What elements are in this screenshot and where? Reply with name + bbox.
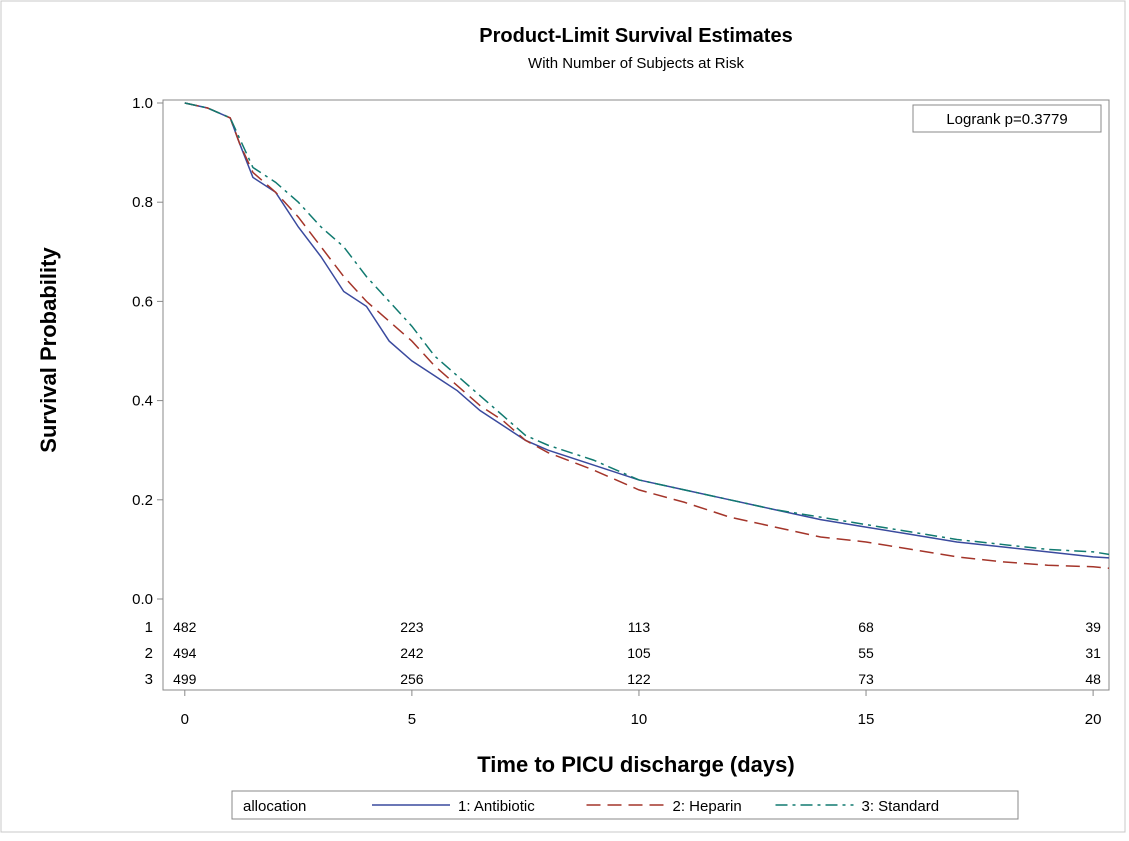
y-axis-label: Survival Probability [36, 247, 61, 453]
legend-label: 2: Heparin [673, 798, 742, 815]
x-tick-label: 5 [408, 711, 416, 728]
x-tick-label: 0 [181, 711, 189, 728]
x-tick-label: 20 [1085, 711, 1102, 728]
legend-box [231, 790, 1019, 820]
survival-curve [184, 102, 1110, 569]
at-risk-count: 242 [400, 645, 424, 661]
y-tick-label: 0.4 [132, 393, 153, 410]
at-risk-count: 39 [1085, 619, 1101, 635]
at-risk-count: 256 [400, 671, 424, 687]
y-tick-label: 0.6 [132, 293, 153, 310]
at-risk-count: 494 [173, 645, 197, 661]
at-risk-count: 482 [173, 619, 197, 635]
y-tick-label: 1.0 [132, 95, 153, 112]
x-tick-label: 10 [631, 711, 648, 728]
y-tick-label: 0.8 [132, 194, 153, 211]
y-tick-label: 0.0 [132, 591, 153, 608]
at-risk-count: 31 [1085, 645, 1101, 661]
at-risk-group: 3 [145, 671, 153, 688]
legend-label: 3: Standard [862, 798, 940, 815]
at-risk-count: 223 [400, 619, 424, 635]
legend-label: 1: Antibiotic [458, 798, 535, 815]
at-risk-count: 48 [1085, 671, 1101, 687]
chart-title: Product-Limit Survival Estimates [479, 25, 792, 47]
at-risk-count: 105 [627, 645, 651, 661]
at-risk-group: 1 [145, 619, 153, 636]
at-risk-count: 68 [858, 619, 874, 635]
plot-frame [162, 99, 1110, 691]
legend-title: allocation [243, 798, 306, 815]
at-risk-count: 122 [627, 671, 651, 687]
x-tick-label: 15 [858, 711, 875, 728]
at-risk-count: 499 [173, 671, 197, 687]
at-risk-group: 2 [145, 645, 153, 662]
survival-curve [184, 102, 1110, 556]
at-risk-count: 55 [858, 645, 874, 661]
chart-subtitle: With Number of Subjects at Risk [528, 55, 744, 72]
y-tick-label: 0.2 [132, 492, 153, 509]
at-risk-count: 113 [628, 619, 651, 635]
at-risk-count: 73 [858, 671, 874, 687]
x-axis-label: Time to PICU discharge (days) [477, 752, 794, 777]
annotation: Logrank p=0.3779 [946, 111, 1067, 128]
annotation-box [912, 104, 1102, 133]
